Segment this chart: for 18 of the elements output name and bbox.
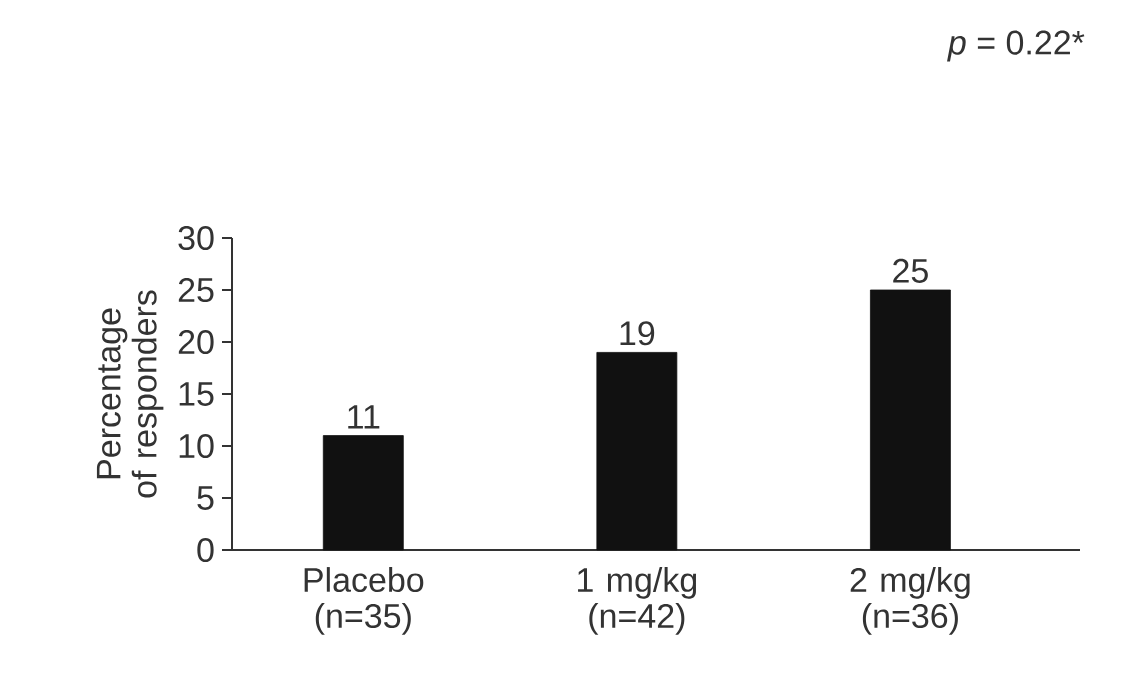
bar	[322, 435, 404, 551]
y-tick-label: 25	[178, 277, 214, 303]
y-tick-label: 0	[197, 537, 214, 563]
data-label: 11	[348, 405, 380, 429]
text: p = 0.22*	[947, 30, 1085, 62]
data-label: 19	[620, 321, 655, 346]
y-tick-label: 10	[179, 433, 214, 459]
y-axis-title: Percentage of responders	[96, 290, 164, 498]
y-tick-label: 20	[178, 329, 214, 355]
bar	[596, 352, 678, 551]
y-tick-label: 15	[179, 382, 214, 406]
y-tick-label: 5	[197, 486, 214, 510]
x-tick-label: Placebo (n=35)	[304, 567, 424, 635]
x-tick-label: 2 mg/kg (n=36)	[850, 567, 970, 635]
y-tick-label: 30	[178, 225, 214, 251]
x-tick-label: 1 mg/kg (n=42)	[578, 567, 697, 635]
data-label: 25	[893, 258, 928, 283]
bar	[870, 289, 951, 551]
